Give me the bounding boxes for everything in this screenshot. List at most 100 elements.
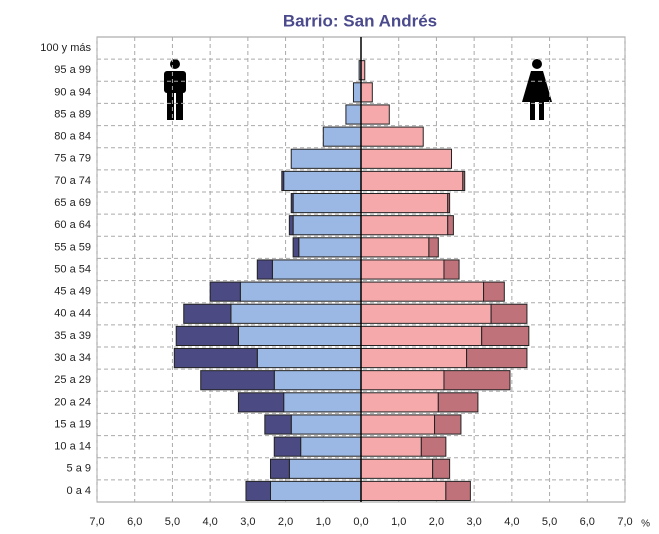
y-tick-label: 25 a 29 <box>54 374 91 386</box>
bar <box>288 215 294 236</box>
bar <box>292 215 362 236</box>
bar <box>352 82 362 103</box>
bar <box>432 458 451 479</box>
bar <box>420 436 447 457</box>
bar <box>271 259 362 280</box>
x-unit: % <box>641 519 650 530</box>
y-tick-label: 30 a 34 <box>54 352 91 364</box>
x-tick-label: 1,0 <box>391 516 406 528</box>
y-tick-label: 15 a 19 <box>54 418 91 430</box>
bar <box>437 392 479 413</box>
x-tick-label: 1,0 <box>316 516 331 528</box>
bar <box>428 237 439 258</box>
x-tick-label: 0,0 <box>353 516 368 528</box>
x-tick-label: 4,0 <box>202 516 217 528</box>
x-tick-label: 4,0 <box>504 516 519 528</box>
bar <box>360 148 453 169</box>
bar <box>483 281 505 302</box>
bar <box>283 392 362 413</box>
bar <box>360 281 485 302</box>
y-tick-label: 0 a 4 <box>67 485 91 497</box>
bar <box>269 480 362 502</box>
bar <box>360 259 445 280</box>
x-tick-label: 6,0 <box>580 516 595 528</box>
bar <box>360 237 430 258</box>
x-tick-label: 2,0 <box>429 516 444 528</box>
y-tick-label: 60 a 64 <box>54 219 91 231</box>
bar <box>360 170 464 192</box>
bar <box>200 370 275 391</box>
bar <box>273 436 302 457</box>
y-tick-label: 80 a 84 <box>54 131 91 143</box>
y-tick-label: 95 a 99 <box>54 64 91 76</box>
female-icon <box>522 59 552 120</box>
y-tick-label: 100 y más <box>40 42 91 54</box>
bar <box>230 303 362 324</box>
bar <box>283 170 362 192</box>
bar <box>360 303 492 324</box>
bar <box>245 480 271 502</box>
x-tick-label: 2,0 <box>278 516 293 528</box>
y-tick-label: 40 a 44 <box>54 308 91 320</box>
bar <box>443 370 511 391</box>
bar <box>173 348 258 369</box>
male-icon <box>164 59 186 120</box>
bar <box>269 458 290 479</box>
y-tick-label: 5 a 9 <box>67 463 91 475</box>
bar <box>281 170 285 192</box>
bar <box>360 215 449 236</box>
y-tick-label: 50 a 54 <box>54 263 91 275</box>
y-tick-label: 65 a 69 <box>54 197 91 209</box>
bar <box>288 458 362 479</box>
bar <box>490 303 528 324</box>
y-tick-label: 70 a 74 <box>54 175 91 187</box>
bar <box>237 325 362 347</box>
bar <box>345 104 362 125</box>
bar <box>360 370 445 391</box>
bar <box>360 126 424 147</box>
y-tick-label: 90 a 94 <box>54 86 91 98</box>
bar <box>360 193 449 214</box>
bar <box>239 281 362 302</box>
x-tick-label: 6,0 <box>127 516 142 528</box>
y-tick-label: 85 a 89 <box>54 108 91 120</box>
bar <box>322 126 362 147</box>
x-tick-label: 7,0 <box>89 516 104 528</box>
bar <box>273 370 362 391</box>
y-tick-label: 10 a 14 <box>54 441 91 453</box>
y-tick-label: 45 a 49 <box>54 286 91 298</box>
bar <box>447 215 454 236</box>
y-tick-label: 20 a 24 <box>54 396 91 408</box>
x-tick-label: 7,0 <box>617 516 632 528</box>
bar <box>360 82 373 103</box>
bar <box>298 237 362 258</box>
bar <box>290 193 294 214</box>
bar <box>360 480 447 502</box>
x-tick-label: 3,0 <box>240 516 255 528</box>
bar <box>360 325 483 347</box>
bar <box>445 480 471 502</box>
bar <box>360 414 436 435</box>
bar <box>264 414 292 435</box>
bar <box>175 325 239 347</box>
bar <box>237 392 285 413</box>
bar <box>462 170 466 192</box>
y-tick-label: 55 a 59 <box>54 241 91 253</box>
x-tick-label: 5,0 <box>542 516 557 528</box>
bar <box>447 193 451 214</box>
x-tick-label: 3,0 <box>466 516 481 528</box>
bar <box>481 325 530 347</box>
chart-title: Barrio: San Andrés <box>283 11 437 30</box>
bar <box>466 348 528 369</box>
bar <box>209 281 241 302</box>
bar <box>290 414 362 435</box>
y-tick-label: 35 a 39 <box>54 330 91 342</box>
bar <box>443 259 460 280</box>
bar <box>360 458 434 479</box>
bar <box>434 414 462 435</box>
bar <box>183 303 232 324</box>
bar <box>360 104 390 125</box>
x-tick-label: 5,0 <box>165 516 180 528</box>
